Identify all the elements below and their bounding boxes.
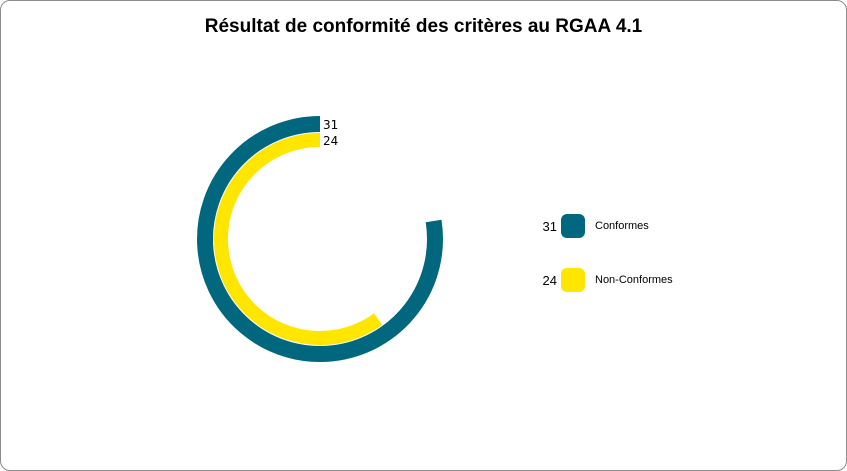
legend-label-non-conformes: Non-Conformes [595, 274, 673, 286]
legend-item-conformes[interactable]: 31 Conformes [535, 214, 649, 238]
legend-swatch-conformes [561, 214, 585, 238]
data-label-conformes: 31 [323, 118, 338, 132]
data-label-non-conformes: 24 [323, 134, 338, 148]
radial-bar-conformes[interactable] [197, 116, 443, 362]
radial-bar-non-conformes[interactable] [214, 133, 383, 345]
legend-label-conformes: Conformes [595, 220, 649, 232]
legend-value-non-conformes: 24 [542, 272, 557, 288]
legend-swatch-non-conformes [561, 268, 585, 292]
chart-title: Résultat de conformité des critères au R… [204, 16, 643, 37]
legend-item-non-conformes[interactable]: 24 Non-Conformes [535, 268, 673, 292]
legend-value-conformes: 31 [542, 218, 557, 234]
